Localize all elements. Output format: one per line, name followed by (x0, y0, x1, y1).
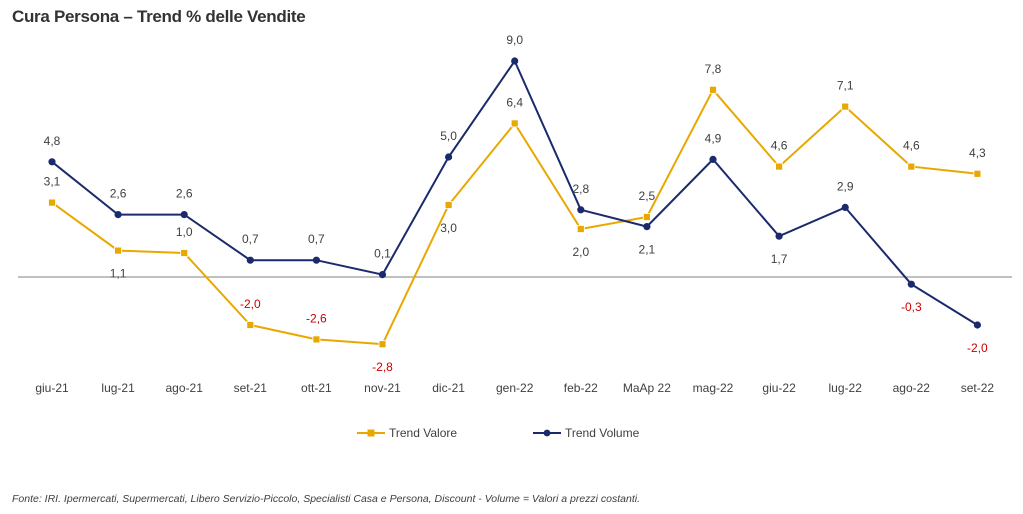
data-label: 2,0 (572, 245, 589, 259)
data-point (510, 119, 519, 128)
data-label: 4,9 (705, 131, 722, 145)
data-point (312, 256, 320, 264)
x-tick-label: ago-22 (893, 381, 931, 395)
data-label: 4,6 (771, 139, 788, 153)
data-label: 3,1 (44, 175, 61, 189)
data-point (643, 213, 651, 221)
data-point (445, 153, 453, 161)
x-tick-label: nov-21 (364, 381, 401, 395)
legend-label: Trend Valore (389, 426, 457, 440)
x-tick-label: ago-21 (166, 381, 204, 395)
data-point (444, 201, 453, 209)
data-label: 1,0 (176, 225, 193, 239)
legend-marker (367, 429, 375, 437)
data-label: -2,0 (967, 341, 988, 355)
data-label: 4,8 (44, 134, 61, 148)
data-point (180, 249, 189, 257)
x-tick-label: feb-22 (564, 381, 598, 395)
data-point (775, 162, 783, 171)
data-point (709, 155, 717, 163)
data-label: 2,9 (837, 179, 854, 193)
x-tick-label: MaAp 22 (623, 381, 671, 395)
data-label: 1,1 (110, 267, 127, 281)
data-label: 5,0 (440, 129, 457, 143)
data-point (246, 321, 255, 329)
data-label: 0,7 (308, 232, 325, 246)
x-axis-ticks: giu-21 lug-21 ago-21 set-21 ott-21 nov-21 dic-… (35, 381, 994, 395)
data-label: 4,6 (903, 139, 920, 153)
data-point (312, 335, 321, 344)
x-tick-label: set-22 (961, 381, 995, 395)
x-tick-label: giu-21 (35, 381, 69, 395)
data-label: -2,0 (240, 297, 261, 311)
data-label: -2,8 (372, 360, 393, 374)
x-tick-label: gen-22 (496, 381, 534, 395)
data-point (378, 271, 387, 279)
data-point (775, 232, 783, 240)
series-layer (48, 57, 982, 349)
data-point (709, 85, 717, 94)
data-label: -0,3 (901, 300, 922, 314)
data-label: 7,8 (705, 62, 722, 76)
data-label: 2,6 (176, 187, 193, 201)
data-point (48, 198, 56, 207)
data-point (48, 158, 56, 166)
data-label: 0,1 (374, 247, 391, 261)
data-label: -2,6 (306, 311, 327, 325)
data-point (180, 211, 188, 219)
data-label: 2,1 (639, 243, 656, 257)
x-tick-label: mag-22 (693, 381, 734, 395)
data-point (907, 280, 915, 288)
data-label: 2,5 (639, 189, 656, 203)
data-label: 3,0 (440, 221, 457, 235)
x-tick-label: set-21 (234, 381, 268, 395)
legend: Trend Valore Trend Volume (357, 426, 640, 440)
data-point (973, 169, 982, 178)
data-label: 0,7 (242, 232, 259, 246)
data-point (907, 162, 916, 171)
data-point (576, 225, 585, 233)
data-point (841, 203, 849, 211)
data-label: 9,0 (506, 33, 523, 47)
data-point (973, 321, 982, 329)
legend-label: Trend Volume (565, 426, 640, 440)
data-label: 6,4 (506, 95, 523, 109)
data-point (378, 340, 387, 349)
data-point (511, 57, 519, 65)
data-point (114, 211, 122, 219)
data-point (841, 102, 850, 111)
series-line-valore (51, 88, 978, 346)
x-tick-label: giu-22 (762, 381, 796, 395)
chart-title: Cura Persona – Trend % delle Vendite (12, 7, 306, 26)
data-point (246, 256, 254, 264)
data-label: 2,8 (572, 182, 589, 196)
data-point (577, 206, 585, 214)
data-point (114, 246, 122, 255)
x-tick-label: dic-21 (432, 381, 465, 395)
data-label: 7,1 (837, 79, 854, 93)
legend-marker (543, 429, 551, 437)
x-tick-label: lug-21 (101, 381, 135, 395)
data-label: 1,7 (771, 252, 788, 266)
data-label: 2,6 (110, 187, 127, 201)
x-tick-label: ott-21 (301, 381, 332, 395)
data-label: 4,3 (969, 146, 986, 160)
source-note: Fonte: IRI. Ipermercati, Supermercati, L… (12, 493, 641, 505)
data-point (643, 223, 651, 231)
x-tick-label: lug-22 (829, 381, 863, 395)
data-labels: 3,1 1,1 1,0 -2,0 -2,6 -2,8 3,0 6,4 2,0 2,5 7,8 4,6 7… (44, 33, 988, 374)
